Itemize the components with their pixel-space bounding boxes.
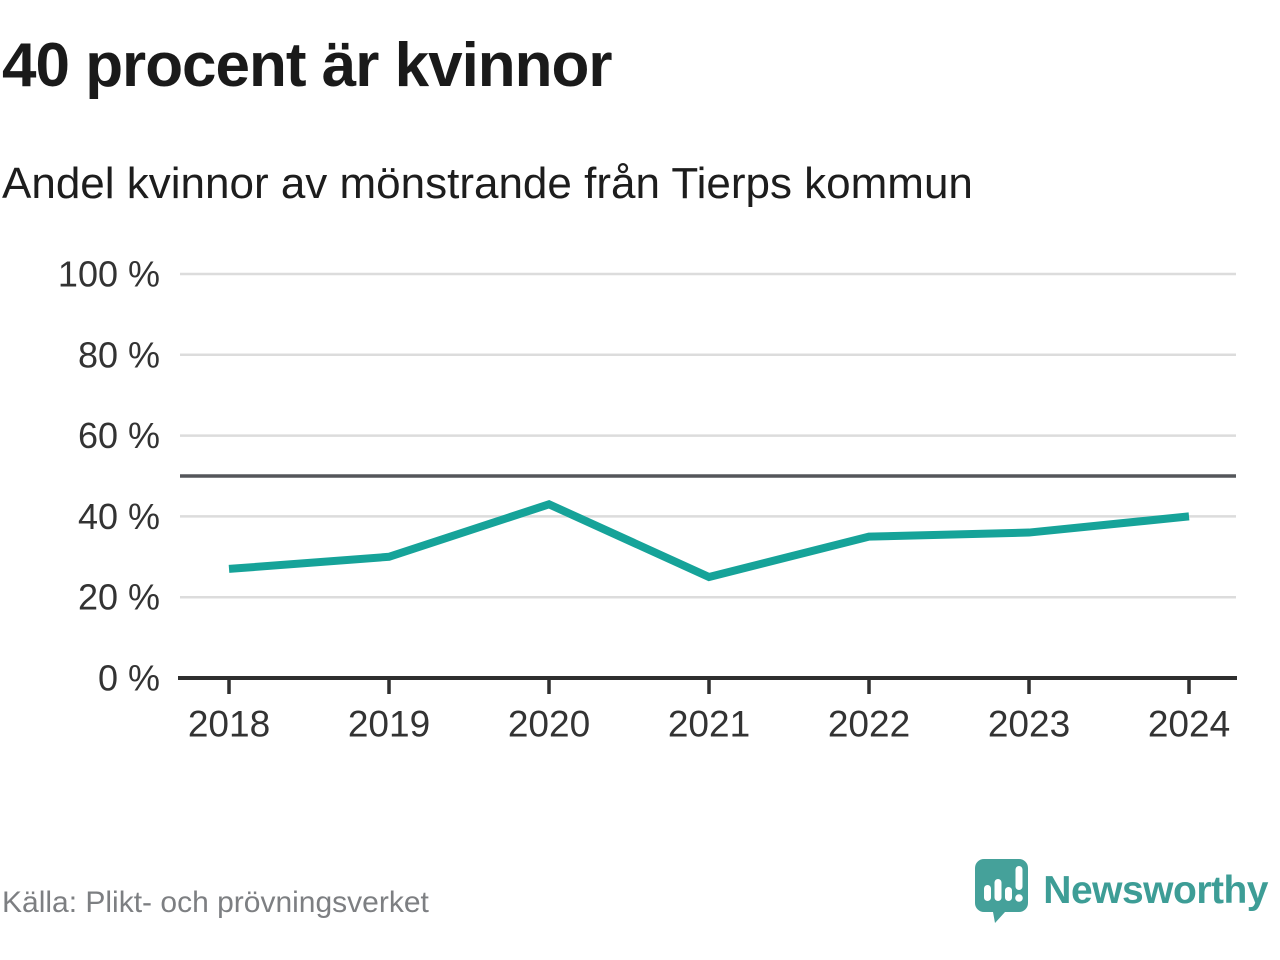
x-tick-label: 2024 (1148, 704, 1230, 745)
y-tick-label: 60 % (78, 415, 160, 456)
x-tick-label: 2020 (508, 704, 590, 745)
chart-title: 40 procent är kvinnor (2, 31, 613, 100)
line-chart-plot-area: 0 % 20 % 40 % 60 % 80 % 100 % 2018 2019 2020 2021… (58, 254, 1237, 745)
y-tick-label: 20 % (78, 577, 160, 618)
brand-name: Newsworthy (1043, 869, 1268, 912)
source-note: Källa: Plikt- och prövningsverket (2, 886, 429, 919)
x-tick-label: 2022 (828, 704, 910, 745)
chart-subtitle: Andel kvinnor av mönstrande från Tierps … (2, 159, 973, 208)
x-tick-label: 2021 (668, 704, 750, 745)
y-tick-label: 0 % (98, 658, 160, 699)
y-tick-label: 100 % (58, 254, 160, 295)
x-tick-label: 2023 (988, 704, 1070, 745)
x-tick-label: 2018 (188, 704, 270, 745)
speech-bubble-bar-chart-icon (975, 859, 1029, 923)
data-line-andel-kvinnor (228, 499, 1190, 582)
x-tick-label: 2019 (348, 704, 430, 745)
brand-footer: Newsworthy (974, 858, 1268, 924)
y-tick-label: 40 % (78, 496, 160, 537)
y-tick-label: 80 % (78, 334, 160, 375)
